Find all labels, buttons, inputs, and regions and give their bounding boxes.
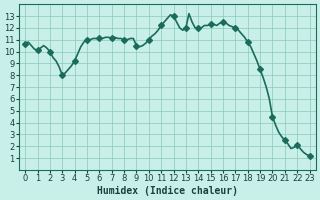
X-axis label: Humidex (Indice chaleur): Humidex (Indice chaleur) bbox=[97, 186, 238, 196]
